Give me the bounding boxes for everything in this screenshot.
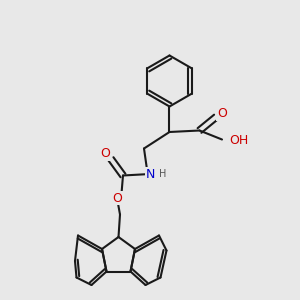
Text: N: N xyxy=(145,167,155,181)
Text: OH: OH xyxy=(230,134,249,148)
Text: H: H xyxy=(159,169,166,179)
Text: O: O xyxy=(217,107,227,121)
Text: O: O xyxy=(100,147,110,160)
Text: O: O xyxy=(112,191,122,205)
